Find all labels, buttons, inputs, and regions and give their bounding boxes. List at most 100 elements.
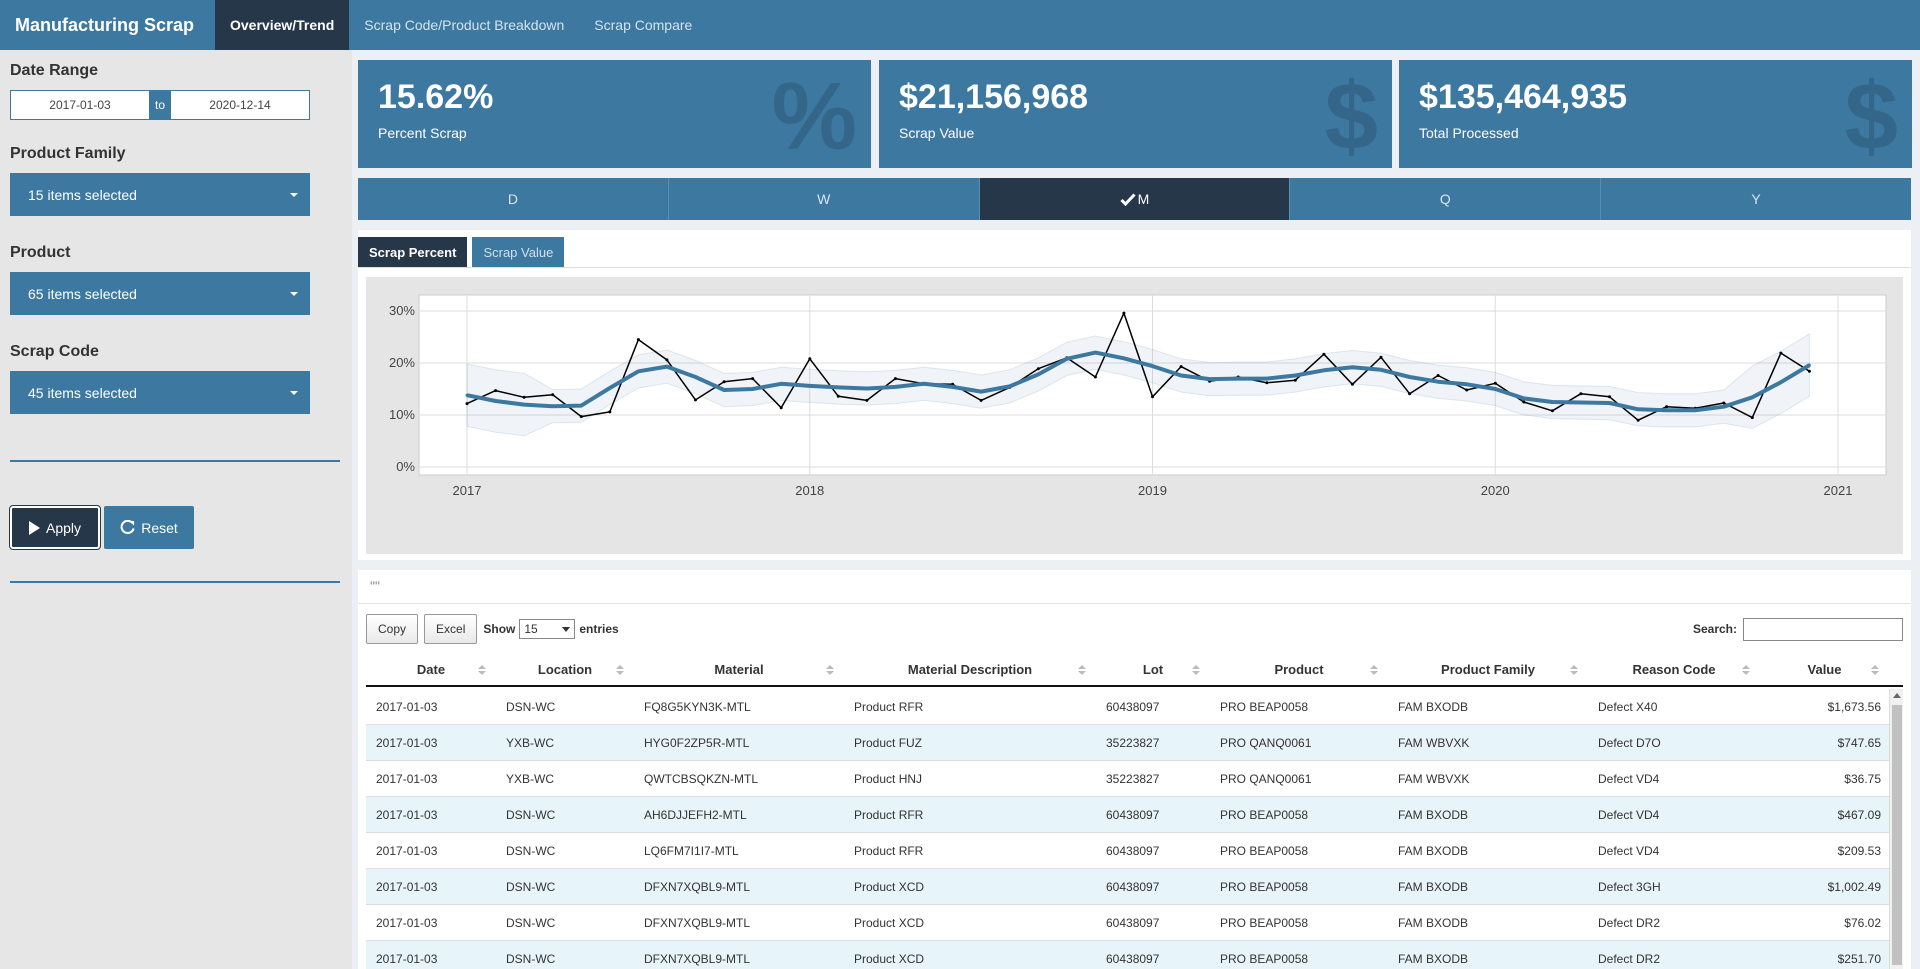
trend-point [665, 365, 669, 369]
kpi-label: Total Processed [1419, 125, 1519, 141]
column-header[interactable]: Location [496, 653, 634, 685]
caret-down-icon [290, 291, 298, 296]
table-header: Date Location Material Material Description… [366, 653, 1903, 687]
excel-button[interactable]: Excel [424, 614, 478, 644]
column-header[interactable]: Material Description [844, 653, 1096, 685]
actual-point [551, 393, 555, 397]
actual-point [1522, 400, 1526, 404]
table-cell: HYG0F2ZP5R-MTL [644, 735, 750, 750]
sort-icon [1570, 665, 1578, 675]
trend-point [636, 369, 640, 373]
dollar-icon: $ [1844, 63, 1898, 168]
period-day[interactable]: D [358, 178, 669, 220]
tab-scrap-percent[interactable]: Scrap Percent [358, 237, 468, 267]
product-family-label: Product Family [10, 145, 126, 162]
entries-select[interactable]: 15 [519, 619, 576, 639]
trend-point [1379, 368, 1383, 372]
product-family-picker[interactable]: 15 items selected [10, 173, 310, 216]
table-cell: DSN-WC [506, 915, 556, 930]
table-cell: DSN-WC [506, 807, 556, 822]
table-cell: DFXN7XQBL9-MTL [644, 915, 751, 930]
period-month-label: M [1137, 191, 1150, 207]
table-controls: Copy Excel Show 15 entries Search: [366, 613, 1903, 645]
table-cell: 2017-01-03 [376, 699, 438, 714]
table-cell: QWTCBSQKZN-MTL [644, 771, 758, 786]
table-cell: FAM BXODB [1398, 879, 1469, 894]
table-cell: $251.70 [1837, 951, 1881, 966]
table-cell: FAM BXODB [1398, 915, 1469, 930]
y-tick-label: 10% [389, 407, 415, 422]
table-cell: Product RFR [854, 843, 924, 858]
trend-point [1265, 377, 1269, 381]
table-scrollbar[interactable] [1889, 689, 1903, 969]
table-cell: Product XCD [854, 915, 925, 930]
table-cell: 60438097 [1106, 699, 1160, 714]
period-quarter[interactable]: Q [1290, 178, 1602, 220]
table-cell: Product FUZ [854, 735, 923, 750]
trend-point [779, 382, 783, 386]
table-row[interactable]: 2017-01-03 DSN-WC DFXN7XQBL9-MTL Product XC… [366, 905, 1903, 941]
column-header[interactable]: Material [634, 653, 844, 685]
period-month[interactable]: M [979, 178, 1291, 220]
tab-scrap-code-product-breakdown[interactable]: Scrap Code/Product Breakdown [364, 17, 565, 33]
trend-point [1179, 374, 1183, 377]
scroll-thumb[interactable] [1892, 705, 1902, 965]
trend-point [1008, 384, 1012, 388]
tab-overview-trend[interactable]: Overview/Trend [215, 0, 350, 50]
kpi-value: 15.62% [378, 78, 494, 116]
apply-button[interactable]: Apply [9, 505, 101, 550]
table-row[interactable]: 2017-01-03 YXB-WC HYG0F2ZP5R-MTL Product FU… [366, 725, 1903, 761]
column-header[interactable]: Value [1760, 653, 1889, 685]
column-header[interactable]: Product Family [1388, 653, 1588, 685]
period-year[interactable]: Y [1751, 191, 1761, 207]
tab-scrap-compare[interactable]: Scrap Compare [594, 17, 693, 33]
table-cell: $1,002.49 [1827, 879, 1881, 894]
tab-scrap-value[interactable]: Scrap Value [472, 237, 565, 267]
sort-icon [478, 665, 486, 675]
period-week[interactable]: W [669, 178, 980, 220]
check-icon [1120, 192, 1136, 206]
table-row[interactable]: 2017-01-03 DSN-WC FQ8G5KYN3K-MTL Product RF… [366, 689, 1903, 725]
reset-label: Reset [141, 519, 178, 536]
table-cell: 60438097 [1106, 843, 1160, 858]
column-header[interactable]: Lot [1096, 653, 1210, 685]
trend-point [1522, 396, 1526, 400]
kpi-value: $135,464,935 [1419, 78, 1627, 116]
trend-point [1036, 372, 1040, 376]
table-row[interactable]: 2017-01-03 YXB-WC QWTCBSQKZN-MTL Product HN… [366, 761, 1903, 797]
trend-point [1293, 374, 1297, 377]
table-row[interactable]: 2017-01-03 DSN-WC DFXN7XQBL9-MTL Product XC… [366, 941, 1903, 969]
top-navbar: Manufacturing Scrap Overview/Trend Scrap… [0, 0, 1920, 50]
reset-button[interactable]: Reset [104, 506, 194, 549]
kpi-total-processed: $135,464,935 Total Processed $ [1399, 60, 1912, 168]
date-end-input[interactable]: 2020-12-14 [209, 98, 271, 112]
kpi-scrap-value: $21,156,968 Scrap Value $ [879, 60, 1392, 168]
actual-point [865, 398, 869, 402]
column-header[interactable]: Reason Code [1588, 653, 1760, 685]
trend-point [722, 388, 726, 392]
table-cell: FAM WBVXK [1398, 735, 1470, 750]
date-range-input: 2017-01-03 to 2020-12-14 [10, 90, 310, 120]
copy-button[interactable]: Copy [366, 614, 419, 644]
actual-point [1265, 381, 1269, 385]
table-cell: 2017-01-03 [376, 879, 438, 894]
table-row[interactable]: 2017-01-03 DSN-WC DFXN7XQBL9-MTL Product XC… [366, 869, 1903, 905]
table-cell: DSN-WC [506, 843, 556, 858]
actual-point [779, 406, 783, 410]
column-header[interactable]: Date [366, 653, 496, 685]
percent-icon: % [771, 63, 857, 168]
table-cell: PRO BEAP0058 [1220, 807, 1309, 822]
trend-point [1722, 405, 1726, 409]
table-row[interactable]: 2017-01-03 DSN-WC LQ6FM7I1I7-MTL Product RF… [366, 833, 1903, 869]
table-row[interactable]: 2017-01-03 DSN-WC AH6DJJEFH2-MTL Product RF… [366, 797, 1903, 833]
product-picker[interactable]: 65 items selected [10, 272, 310, 315]
actual-point [1093, 375, 1097, 379]
scrap-code-picker[interactable]: 45 items selected [10, 371, 310, 414]
trend-point [1350, 365, 1354, 369]
date-start-input[interactable]: 2017-01-03 [49, 98, 111, 112]
product-label: Product [10, 244, 71, 261]
trend-line [466, 350, 1811, 413]
search-input[interactable] [1743, 617, 1903, 641]
chart-tabs: Scrap Percent Scrap Value [358, 230, 1911, 268]
column-header[interactable]: Product [1210, 653, 1388, 685]
